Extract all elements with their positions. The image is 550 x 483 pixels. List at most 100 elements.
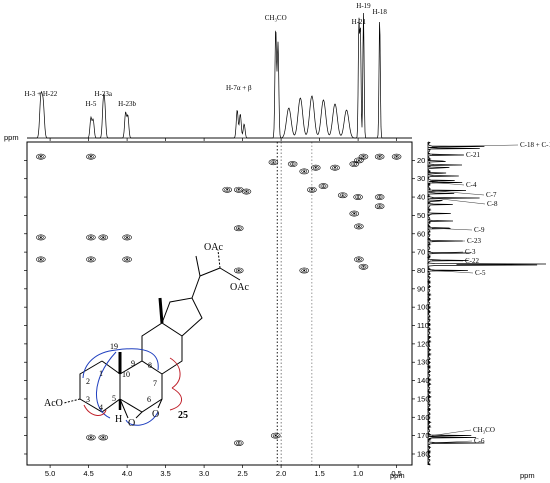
x-axis-label: ppm — [390, 471, 405, 480]
ring-d — [161, 297, 203, 337]
side-chain-bond — [191, 275, 201, 299]
cross-peak — [98, 434, 109, 441]
carbon-label-leader — [431, 251, 464, 254]
proton-peak-label: H-21 — [352, 18, 367, 26]
hmbc-arrow-red-1 — [169, 357, 181, 389]
atom-19-label: 19 — [110, 342, 118, 351]
proton-peak-label: H-7α + β — [226, 84, 252, 92]
cross-peak — [358, 153, 369, 160]
proton-peak-label: H-18 — [372, 8, 387, 16]
ether-bond-2 — [135, 411, 143, 419]
ether-oxygen-label: O — [128, 418, 135, 429]
hmbc-arrow-blue-2 — [115, 348, 159, 371]
cross-peak — [233, 225, 244, 232]
methyl-18-bond — [158, 297, 164, 324]
y-tick-label: 130 — [417, 358, 430, 367]
x-tick-label: 4.0 — [122, 469, 132, 478]
atom-10-label: 10 — [122, 370, 130, 379]
x-tick-label: 3.0 — [199, 469, 209, 478]
ether-bond-1 — [119, 398, 129, 419]
carbon-label-leader — [431, 440, 473, 444]
carbon-label-leader — [431, 270, 474, 274]
atom-8-label: 8 — [148, 361, 152, 370]
oac-22-label: OAc — [204, 242, 223, 253]
plot-frame — [26, 141, 413, 466]
cross-peak — [122, 256, 132, 263]
carbon-peak-label: C-23 — [467, 237, 482, 245]
y-tick-label: 150 — [417, 394, 430, 403]
cross-peak — [391, 153, 402, 160]
y-tick-label: 140 — [417, 376, 430, 385]
x-tick-label: 5.0 — [45, 469, 55, 478]
atom-5-label: 5 — [112, 394, 116, 403]
cross-peak — [270, 432, 281, 439]
cross-peak — [287, 161, 298, 167]
carbon-peak-label: C-18 + C-19 — [520, 141, 550, 149]
ring-b — [119, 360, 163, 413]
cross-peak — [349, 161, 360, 167]
cross-peak — [374, 153, 385, 160]
cross-peak — [310, 164, 321, 171]
y-tick-label: 20 — [417, 156, 425, 165]
carbon-spectrum: C-18 + C-19 C-21 C-4 C-7C-8 C-9 C-23 C-3C-22 C-… — [426, 141, 550, 480]
carbon-label-leader — [431, 144, 519, 147]
proton-peak-label: CH₃CO — [265, 14, 287, 22]
cross-peak — [374, 194, 385, 200]
c3-oac-bond — [63, 398, 81, 404]
cross-peak — [122, 234, 132, 241]
carbon-trace — [426, 141, 547, 466]
atom-9-label: 9 — [131, 359, 135, 368]
cross-peak — [337, 192, 348, 199]
ketone-bond — [157, 398, 163, 409]
cross-peak — [354, 256, 364, 263]
cross-peak — [268, 159, 279, 166]
cross-peak — [233, 267, 244, 274]
cross-peak — [354, 157, 364, 164]
y-tick-label: 120 — [417, 339, 430, 348]
carbon-label-leader — [431, 182, 465, 186]
y-tick-label: 70 — [417, 248, 425, 257]
atom-2-label: 2 — [86, 377, 90, 386]
cross-peak — [353, 194, 363, 200]
cross-peak — [374, 203, 385, 210]
carbon-ppm-label: ppm — [520, 471, 535, 480]
cross-peak — [98, 234, 109, 241]
y-tick-label: 170 — [417, 431, 430, 440]
carbon-label-leader — [431, 429, 472, 436]
x-tick-label: 2.5 — [237, 469, 247, 478]
proton-peak-label: H-23a — [94, 90, 112, 98]
carbon-peak-label: C-21 — [466, 151, 481, 159]
cross-peak — [358, 263, 369, 270]
cross-peak — [222, 186, 232, 193]
carbon-peak-label: C-4 — [466, 181, 477, 189]
y-tick-label: 30 — [417, 174, 425, 183]
x-tick-label: 2.0 — [276, 469, 286, 478]
carbon-label-leader — [431, 190, 485, 196]
x-tick-label: 4.5 — [83, 469, 93, 478]
carbon-peak-label: C-7 — [486, 191, 497, 199]
hmbc-arrow-red-2 — [169, 387, 182, 411]
cross-peak — [318, 183, 329, 189]
y-tick-label: 50 — [417, 211, 425, 220]
carbon-peak-label: C-3 — [465, 248, 476, 256]
y-tick-label: 60 — [417, 229, 425, 238]
molecule-labels: 19 1 2 3 4 5 6 7 8 9 10 OAc OAc AcO O H … — [44, 242, 249, 429]
cross-peak — [36, 234, 46, 241]
methyl-21-bond — [195, 255, 201, 277]
carbon-label-leader — [431, 228, 473, 231]
y-tick-label: 180 — [417, 449, 430, 458]
molecule-structure — [63, 249, 241, 426]
cross-peak — [330, 164, 340, 171]
x-tick-label: 1.5 — [314, 469, 324, 478]
carbon-peak-label: C-22 — [465, 257, 480, 265]
y-tick-label: 40 — [417, 193, 425, 202]
x-tick-label: 0.5 — [391, 469, 401, 478]
proton-trace — [27, 12, 412, 139]
y-tick-label: 110 — [417, 321, 429, 330]
cross-peak — [86, 234, 96, 241]
atom-1-label: 1 — [99, 369, 103, 378]
cross-peak — [349, 210, 360, 217]
cross-peak — [36, 153, 46, 160]
cross-peak — [86, 434, 96, 441]
